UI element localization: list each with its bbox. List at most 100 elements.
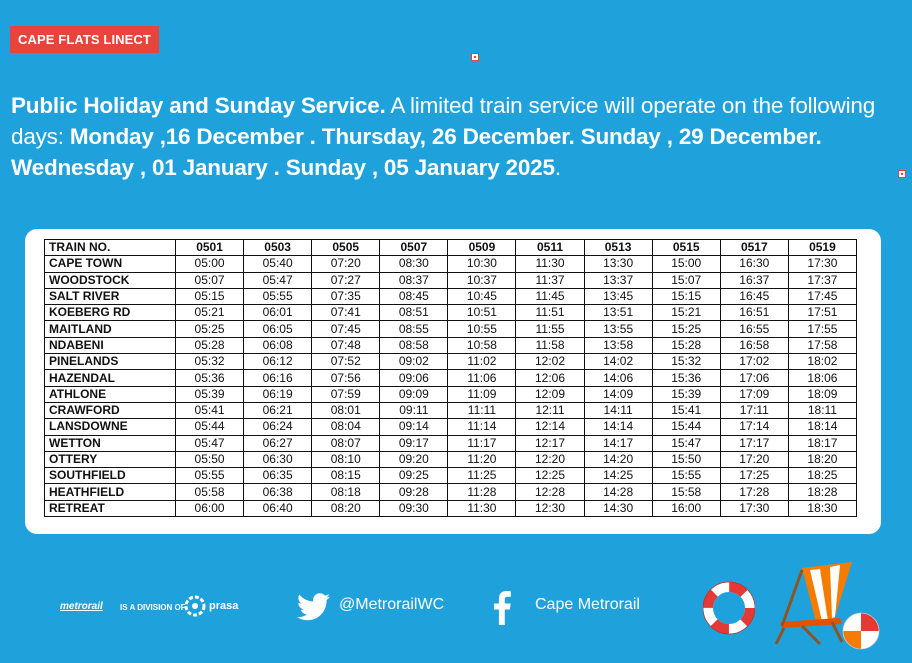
departure-time: 05:07 (174, 271, 245, 289)
departure-time: 15:07 (651, 271, 721, 289)
twitter-handle[interactable]: @MetrorailWC (339, 596, 445, 613)
departure-time: 08:18 (311, 483, 381, 501)
departure-time: 08:58 (379, 336, 449, 355)
departure-time: 11:58 (515, 336, 585, 355)
station-name: RETREAT (44, 499, 176, 518)
departure-time: 14:11 (583, 401, 653, 420)
departure-time: 07:48 (311, 336, 381, 355)
departure-time: 13:30 (583, 255, 653, 273)
prasa-wordmark: prasa (209, 600, 239, 612)
departure-time: 15:55 (651, 467, 721, 485)
departure-time: 06:30 (243, 450, 313, 469)
departure-time: 05:41 (174, 401, 245, 420)
departure-time: 06:01 (243, 304, 313, 322)
departure-time: 15:28 (651, 336, 721, 355)
departure-time: 11:28 (447, 483, 517, 501)
station-name: OTTERY (44, 450, 176, 469)
departure-time: 06:40 (243, 499, 313, 518)
service-notice: Public Holiday and Sunday Service. A lim… (11, 90, 901, 183)
facebook-page[interactable]: Cape Metrorail (535, 596, 640, 613)
departure-time: 06:08 (243, 336, 313, 355)
departure-time: 09:17 (379, 434, 449, 452)
departure-time: 05:15 (174, 287, 245, 306)
station-name: LANSDOWNE (44, 418, 176, 436)
departure-time: 14:06 (583, 369, 653, 387)
departure-time: 08:10 (311, 450, 381, 469)
departure-time: 11:51 (515, 304, 585, 322)
header-train-0505: 0505 (311, 238, 381, 257)
departure-time: 17:55 (787, 320, 858, 338)
departure-time: 18:06 (787, 369, 858, 387)
table-row: CRAWFORD 05:41 06:21 08:01 09:11 11:11 12:11 14… (44, 401, 858, 420)
departure-time: 09:20 (379, 450, 449, 469)
departure-time: 14:17 (583, 434, 653, 452)
departure-time: 17:25 (719, 467, 789, 485)
departure-time: 13:55 (583, 320, 653, 338)
departure-time: 17:02 (719, 353, 789, 371)
header-train-0519: 0519 (787, 238, 858, 257)
station-name: SOUTHFIELD (44, 467, 176, 485)
departure-time: 12:11 (515, 401, 585, 420)
departure-time: 07:59 (311, 385, 381, 403)
departure-time: 16:58 (719, 336, 789, 355)
metrorail-logo: metrorail (60, 601, 103, 612)
table-row: SOUTHFIELD 05:55 06:35 08:15 09:25 11:25 12:25… (44, 467, 858, 485)
departure-time: 07:52 (311, 353, 381, 371)
departure-time: 12:30 (515, 499, 585, 518)
departure-time: 14:20 (583, 450, 653, 469)
departure-time: 14:14 (583, 418, 653, 436)
departure-time: 10:51 (447, 304, 517, 322)
station-name: WETTON (44, 434, 176, 452)
departure-time: 12:25 (515, 467, 585, 485)
departure-time: 11:37 (515, 271, 585, 289)
facebook-icon[interactable] (491, 591, 513, 625)
departure-time: 18:17 (787, 434, 858, 452)
departure-time: 18:25 (787, 467, 858, 485)
departure-time: 05:55 (174, 467, 245, 485)
departure-time: 08:01 (311, 401, 381, 420)
departure-time: 10:30 (447, 255, 517, 273)
departure-time: 11:30 (515, 255, 585, 273)
departure-time: 05:36 (174, 369, 245, 387)
departure-time: 09:30 (379, 499, 449, 518)
header-train-0517: 0517 (719, 238, 789, 257)
departure-time: 11:02 (447, 353, 517, 371)
departure-time: 12:28 (515, 483, 585, 501)
departure-time: 08:51 (379, 304, 449, 322)
departure-time: 18:14 (787, 418, 858, 436)
departure-time: 16:37 (719, 271, 789, 289)
departure-time: 06:19 (243, 385, 313, 403)
departure-time: 08:07 (311, 434, 381, 452)
header-train-0501: 0501 (174, 238, 245, 257)
station-name: NDABENI (44, 336, 176, 355)
departure-time: 17:17 (719, 434, 789, 452)
departure-time: 07:56 (311, 369, 381, 387)
departure-time: 12:17 (515, 434, 585, 452)
header-train-no: TRAIN NO. (44, 238, 176, 257)
departure-time: 08:04 (311, 418, 381, 436)
departure-time: 11:14 (447, 418, 517, 436)
line-badge: CAPE FLATS LINECT (10, 26, 159, 53)
departure-time: 15:44 (651, 418, 721, 436)
marker-icon (898, 170, 906, 178)
departure-time: 11:25 (447, 467, 517, 485)
twitter-icon[interactable] (297, 593, 330, 621)
departure-time: 18:11 (787, 401, 858, 420)
departure-time: 09:11 (379, 401, 449, 420)
departure-time: 11:11 (447, 401, 517, 420)
departure-time: 18:02 (787, 353, 858, 371)
departure-time: 17:45 (787, 287, 858, 306)
timetable-header: TRAIN NO. 0501 0503 0505 0507 0509 0511 0513 051… (44, 238, 858, 257)
lifebuoy-icon (703, 581, 755, 635)
departure-time: 11:06 (447, 369, 517, 387)
departure-time: 15:00 (651, 255, 721, 273)
departure-time: 15:32 (651, 353, 721, 371)
table-row: OTTERY 05:50 06:30 08:10 09:20 11:20 12:20 14:2… (44, 450, 858, 469)
departure-time: 08:15 (311, 467, 381, 485)
notice-lead: Public Holiday and Sunday Service. (11, 93, 386, 118)
station-name: CAPE TOWN (44, 255, 176, 273)
station-name: WOODSTOCK (44, 271, 176, 289)
departure-time: 12:09 (515, 385, 585, 403)
departure-time: 17:30 (787, 255, 858, 273)
departure-time: 17:58 (787, 336, 858, 355)
